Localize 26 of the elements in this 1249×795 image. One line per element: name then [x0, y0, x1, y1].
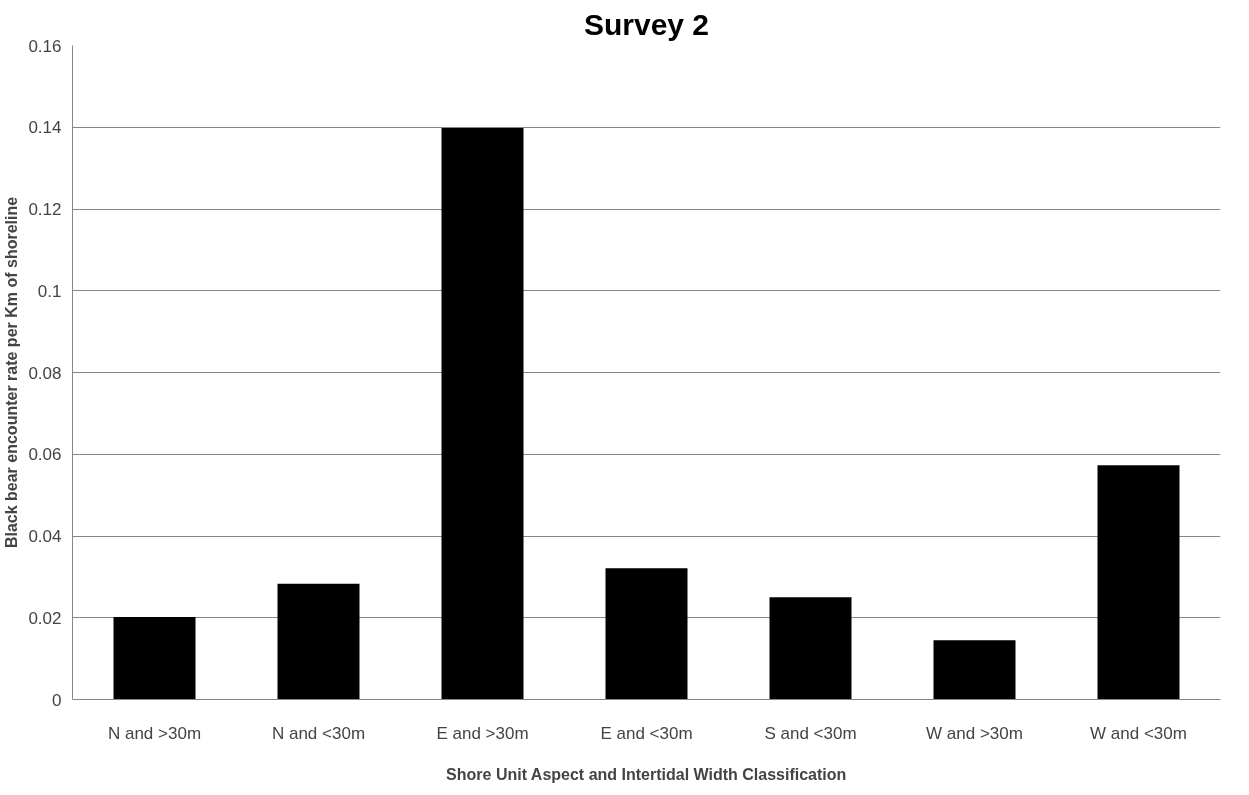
y-tick-label: 0.08 — [28, 363, 62, 383]
bar — [605, 568, 688, 700]
y-tick-label: 0.02 — [28, 608, 62, 628]
bar — [769, 597, 852, 700]
x-tick-label: N and >30m — [107, 723, 202, 743]
x-axis-title: Shore Unit Aspect and Intertidal Width Classification — [446, 765, 847, 783]
y-tick-label: 0.12 — [28, 200, 62, 219]
bar — [441, 128, 524, 700]
bar — [277, 583, 360, 700]
x-tick-label: W and <30m — [1090, 723, 1187, 743]
bar — [1097, 465, 1180, 700]
bar — [933, 640, 1016, 700]
y-axis-title: Black bear encounter rate per Km of shoreline — [3, 196, 21, 549]
y-tick-label: 0.16 — [28, 36, 62, 56]
x-tick-label: E and <30m — [600, 723, 693, 743]
x-tick-label: N and <30m — [271, 723, 366, 743]
y-tick-label: 0.14 — [28, 118, 62, 138]
y-tick-label: 0.1 — [37, 281, 62, 301]
x-tick-label: W and >30m — [926, 723, 1023, 743]
x-tick-label: S and <30m — [764, 723, 857, 743]
y-tick-label: 0 — [52, 690, 62, 710]
bar — [113, 616, 196, 700]
chart-title: Survey 2 — [583, 7, 710, 41]
y-tick-label: 0.04 — [28, 527, 62, 546]
y-tick-label: 0.06 — [28, 445, 62, 465]
x-tick-label: E and >30m — [436, 723, 529, 743]
